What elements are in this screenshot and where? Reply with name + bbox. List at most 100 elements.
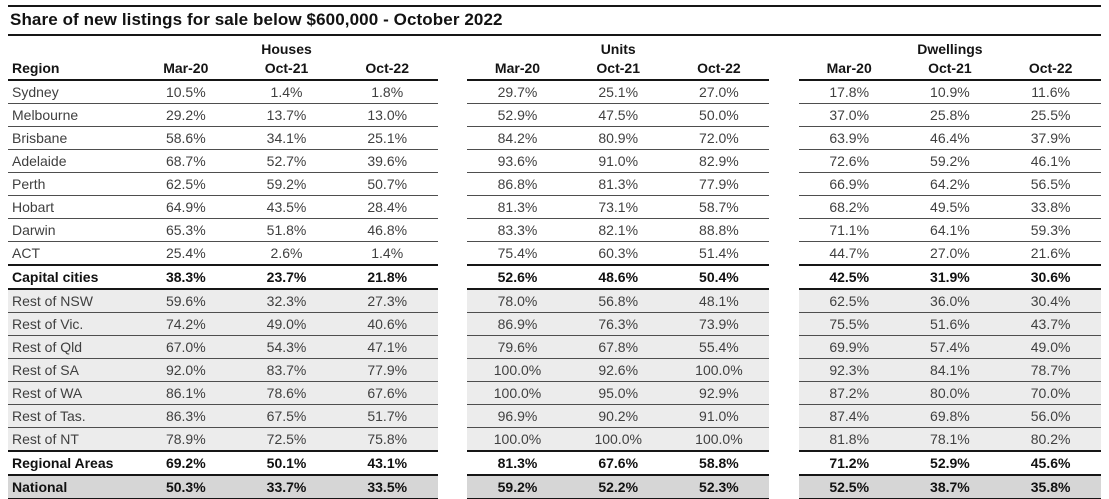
value-cell: 74.2% (135, 312, 237, 336)
value-cell: 43.1% (336, 450, 438, 476)
value-cell: 30.6% (1000, 264, 1101, 290)
region-cell: Darwin (8, 218, 136, 242)
value-cell: 60.3% (567, 241, 669, 266)
value-cell: 1.8% (336, 80, 438, 104)
value-cell: 75.5% (798, 312, 900, 336)
value-cell: 78.9% (135, 427, 237, 452)
value-cell: 39.6% (336, 149, 438, 173)
value-cell: 25.4% (135, 241, 237, 266)
table-row: Rest of NSW 59.6% 32.3% 27.3% 78.0% 56.8% 48.1… (8, 289, 1101, 313)
region-cell: Perth (8, 172, 136, 196)
value-cell: 13.0% (336, 103, 438, 127)
column-gap (437, 312, 468, 336)
value-cell: 92.9% (668, 381, 770, 405)
value-cell: 56.0% (1000, 404, 1101, 428)
table-row: Adelaide 68.7% 52.7% 39.6% 93.6% 91.0% 82.9% 72… (8, 149, 1101, 173)
value-cell: 78.0% (467, 289, 568, 313)
col-header-houses-oct22: Oct-22 (336, 58, 438, 81)
value-cell: 13.7% (236, 103, 337, 127)
value-cell: 52.3% (668, 475, 770, 499)
value-cell: 83.3% (467, 218, 568, 242)
table-row: Rest of Qld 67.0% 54.3% 47.1% 79.6% 67.8% 55.4… (8, 335, 1101, 359)
region-cell: Regional Areas (8, 450, 136, 476)
value-cell: 88.8% (668, 218, 770, 242)
value-cell: 69.9% (798, 335, 900, 359)
value-cell: 73.1% (567, 195, 669, 219)
value-cell: 84.1% (899, 358, 1001, 382)
column-gap (437, 289, 468, 313)
col-header-dwellings-oct22: Oct-22 (1000, 58, 1101, 81)
column-gap (769, 103, 799, 127)
value-cell: 46.1% (1000, 149, 1101, 173)
value-cell: 86.1% (135, 381, 237, 405)
column-header-row: Region Mar-20 Oct-21 Oct-22 Mar-20 Oct-2… (8, 58, 1101, 81)
region-cell: Rest of Qld (8, 335, 136, 359)
value-cell: 70.0% (1000, 381, 1101, 405)
col-header-houses-oct21: Oct-21 (236, 58, 337, 81)
column-gap (437, 37, 468, 58)
value-cell: 83.7% (236, 358, 337, 382)
value-cell: 90.2% (567, 404, 669, 428)
column-gap (437, 451, 468, 475)
column-gap (769, 404, 799, 428)
value-cell: 25.1% (336, 126, 438, 150)
table-row: Perth 62.5% 59.2% 50.7% 86.8% 81.3% 77.9% 66.9%… (8, 172, 1101, 196)
value-cell: 68.7% (135, 149, 237, 173)
value-cell: 45.6% (1000, 450, 1101, 476)
value-cell: 92.3% (798, 358, 900, 382)
value-cell: 78.7% (1000, 358, 1101, 382)
value-cell: 47.1% (336, 335, 438, 359)
value-cell: 92.0% (135, 358, 237, 382)
value-cell: 87.4% (798, 404, 900, 428)
column-gap (769, 451, 799, 475)
value-cell: 75.8% (336, 427, 438, 452)
table-row: Rest of SA 92.0% 83.7% 77.9% 100.0% 92.6% 100.… (8, 358, 1101, 382)
column-gap (437, 218, 468, 242)
value-cell: 67.6% (336, 381, 438, 405)
value-cell: 30.4% (1000, 289, 1101, 313)
value-cell: 50.0% (668, 103, 770, 127)
value-cell: 46.8% (336, 218, 438, 242)
value-cell: 71.1% (798, 218, 900, 242)
listings-share-table: Houses Units Dwellings Region Mar-20 Oct… (8, 37, 1101, 499)
value-cell: 80.2% (1000, 427, 1101, 452)
value-cell: 78.6% (236, 381, 337, 405)
value-cell: 35.8% (1000, 475, 1101, 499)
value-cell: 75.4% (467, 241, 568, 266)
col-header-houses-mar20: Mar-20 (135, 58, 237, 81)
region-cell: Sydney (8, 80, 136, 104)
column-gap (437, 358, 468, 382)
value-cell: 81.8% (798, 427, 900, 452)
value-cell: 69.8% (899, 404, 1001, 428)
table-row: Regional Areas 69.2% 50.1% 43.1% 81.3% 67.6% 5… (8, 450, 1101, 476)
value-cell: 44.7% (798, 241, 900, 266)
column-gap (769, 172, 799, 196)
value-cell: 27.0% (899, 241, 1001, 266)
value-cell: 52.5% (798, 475, 900, 499)
region-cell: Rest of NSW (8, 289, 136, 313)
table-body: Sydney 10.5% 1.4% 1.8% 29.7% 25.1% 27.0% 17.8% 1… (8, 80, 1101, 499)
value-cell: 52.6% (467, 264, 568, 290)
value-cell: 56.8% (567, 289, 669, 313)
column-gap (769, 58, 799, 80)
value-cell: 38.3% (135, 264, 237, 290)
value-cell: 95.0% (567, 381, 669, 405)
value-cell: 64.2% (899, 172, 1001, 196)
table-row: Hobart 64.9% 43.5% 28.4% 81.3% 73.1% 58.7% 68.2… (8, 195, 1101, 219)
value-cell: 64.1% (899, 218, 1001, 242)
column-gap (437, 103, 468, 127)
value-cell: 100.0% (668, 358, 770, 382)
column-gap (769, 475, 799, 499)
value-cell: 56.5% (1000, 172, 1101, 196)
value-cell: 28.4% (336, 195, 438, 219)
value-cell: 62.5% (798, 289, 900, 313)
region-cell: Adelaide (8, 149, 136, 173)
table-row: Capital cities 38.3% 23.7% 21.8% 52.6% 48.6% 5… (8, 264, 1101, 290)
value-cell: 96.9% (467, 404, 568, 428)
group-header-dwellings: Dwellings (917, 41, 983, 57)
region-cell: ACT (8, 241, 136, 266)
value-cell: 37.0% (798, 103, 900, 127)
value-cell: 25.8% (899, 103, 1001, 127)
column-gap (769, 265, 799, 289)
